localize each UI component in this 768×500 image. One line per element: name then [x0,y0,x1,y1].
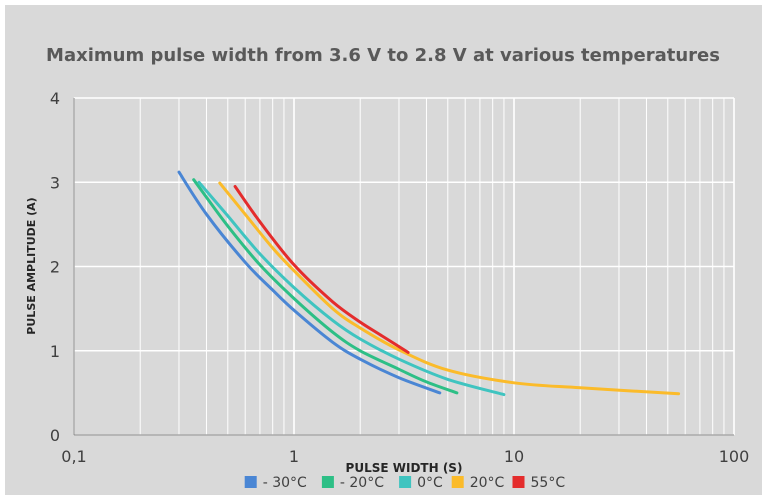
x-tick-labels: 0,1 1 10 100 [61,447,749,466]
legend-swatch [451,476,464,488]
axes [73,98,734,436]
legend-swatch [512,476,525,488]
series-line-0-c [197,180,506,397]
legend-swatch [244,476,257,488]
x-tick-label: 10 [504,447,524,466]
x-tick-label: 1 [289,447,299,466]
gridlines [73,97,735,436]
chart-title: Maximum pulse width from 3.6 V to 2.8 V … [46,45,720,66]
data-series [177,170,681,397]
series-line-minus-30-c [177,170,442,395]
legend-label: - 30°C [263,475,307,491]
legend-label: 0°C [417,475,443,491]
legend-label: 55°C [531,475,566,491]
x-tick-label: 100 [719,447,750,466]
x-tick-label: 0,1 [61,447,86,466]
y-tick-labels: 0 1 2 3 4 [50,89,60,445]
y-tick-label: 3 [50,173,60,192]
y-axis-title: PULSE AMPLITUDE (A) [25,197,38,334]
series-line-minus-20-c [192,178,459,395]
legend-label: - 20°C [340,475,384,491]
y-tick-label: 4 [50,89,60,108]
y-tick-label: 0 [50,426,60,445]
legend-swatch [321,476,334,488]
y-tick-label: 1 [50,342,60,361]
y-tick-label: 2 [50,258,60,277]
series-line-20-c [218,181,681,396]
chart-frame: Maximum pulse width from 3.6 V to 2.8 V … [5,5,762,495]
x-axis-title: PULSE WIDTH (S) [346,461,463,475]
series-line-55-c [233,185,410,354]
pulse-width-chart: Maximum pulse width from 3.6 V to 2.8 V … [25,45,749,491]
legend: - 30°C - 20°C 0°C 20°C 55°C [244,475,566,491]
legend-swatch [399,476,412,488]
legend-label: 20°C [470,475,505,491]
